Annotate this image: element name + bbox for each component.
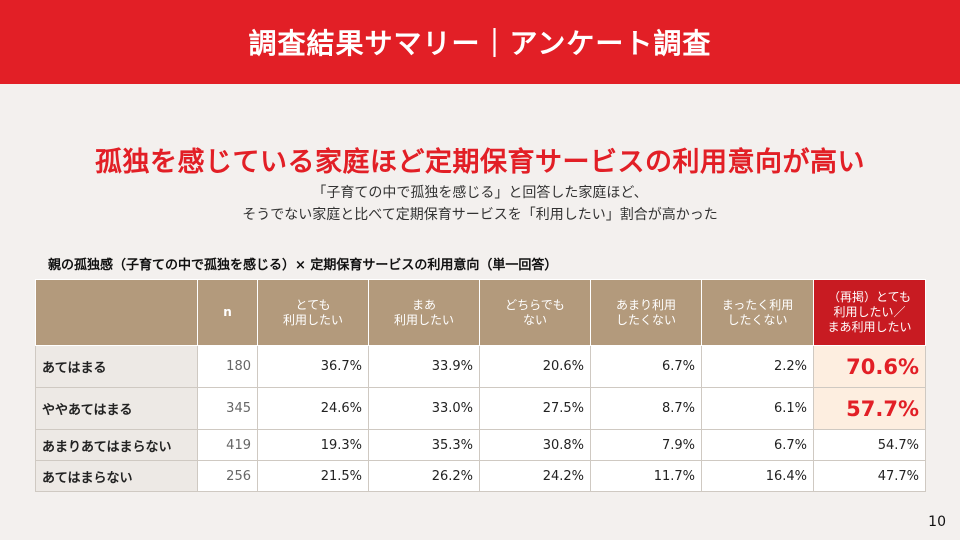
value-cell: 30.8% — [479, 429, 591, 461]
value-cell: 2.2% — [701, 345, 814, 388]
total-cell-highlight: 70.6% — [813, 345, 926, 388]
table-row: あまりあてはまらない 419 19.3% 35.3% 30.8% 7.9% 6.… — [35, 429, 926, 461]
value-cell: 7.9% — [590, 429, 702, 461]
value-cell: 27.5% — [479, 387, 591, 430]
table-row: ややあてはまる 345 24.6% 33.0% 27.5% 8.7% 6.1% … — [35, 387, 926, 430]
header-cell-blank — [35, 279, 198, 346]
value-cell: 33.0% — [368, 387, 480, 430]
value-cell: 33.9% — [368, 345, 480, 388]
row-label: あてはまる — [35, 345, 198, 388]
value-cell: 6.7% — [701, 429, 814, 461]
headline: 孤独を感じている家庭ほど定期保育サービスの利用意向が高い — [95, 147, 865, 178]
value-cell: 19.3% — [257, 429, 369, 461]
n-cell: 419 — [197, 429, 258, 461]
header-bar: 調査結果サマリー｜アンケート調査 — [0, 0, 960, 84]
header-cell-somewhat-likely: まあ 利用したい — [368, 279, 480, 346]
header-cell-very-unlikely: まったく利用 したくない — [701, 279, 814, 346]
total-cell: 47.7% — [813, 460, 926, 492]
total-cell-highlight: 57.7% — [813, 387, 926, 430]
survey-table: n とても 利用したい まあ 利用したい どちらでも ない あまり利用 したくな… — [35, 279, 926, 492]
subtext-line-1: 「子育ての中で孤独を感じる」と回答した家庭ほど、 — [312, 185, 648, 201]
subtext: 「子育ての中で孤独を感じる」と回答した家庭ほど、 そうでない家庭と比べて定期保育… — [0, 182, 960, 226]
value-cell: 26.2% — [368, 460, 480, 492]
table-row: あてはまらない 256 21.5% 26.2% 24.2% 11.7% 16.4… — [35, 460, 926, 492]
value-cell: 16.4% — [701, 460, 814, 492]
value-cell: 6.1% — [701, 387, 814, 430]
value-cell: 36.7% — [257, 345, 369, 388]
value-cell: 6.7% — [590, 345, 702, 388]
value-cell: 35.3% — [368, 429, 480, 461]
page-number: 10 — [928, 514, 946, 530]
total-cell: 54.7% — [813, 429, 926, 461]
header-cell-total-likely: （再掲）とても 利用したい／ まあ利用したい — [813, 279, 926, 346]
header-cell-n: n — [197, 279, 258, 346]
value-cell: 8.7% — [590, 387, 702, 430]
table-row: あてはまる 180 36.7% 33.9% 20.6% 6.7% 2.2% 70… — [35, 345, 926, 388]
value-cell: 21.5% — [257, 460, 369, 492]
subtext-line-2: そうでない家庭と比べて定期保育サービスを「利用したい」割合が高かった — [242, 207, 718, 223]
header-cell-neutral: どちらでも ない — [479, 279, 591, 346]
row-label: あてはまらない — [35, 460, 198, 492]
row-label: あまりあてはまらない — [35, 429, 198, 461]
row-label: ややあてはまる — [35, 387, 198, 430]
n-cell: 180 — [197, 345, 258, 388]
table-header-row: n とても 利用したい まあ 利用したい どちらでも ない あまり利用 したくな… — [35, 279, 926, 346]
n-cell: 345 — [197, 387, 258, 430]
value-cell: 11.7% — [590, 460, 702, 492]
n-cell: 256 — [197, 460, 258, 492]
header-cell-somewhat-unlikely: あまり利用 したくない — [590, 279, 702, 346]
table-title: 親の孤独感（子育ての中で孤独を感じる）× 定期保育サービスの利用意向（単一回答） — [48, 258, 558, 273]
value-cell: 24.6% — [257, 387, 369, 430]
value-cell: 24.2% — [479, 460, 591, 492]
page-title: 調査結果サマリー｜アンケート調査 — [248, 27, 712, 60]
value-cell: 20.6% — [479, 345, 591, 388]
header-cell-very-likely: とても 利用したい — [257, 279, 369, 346]
